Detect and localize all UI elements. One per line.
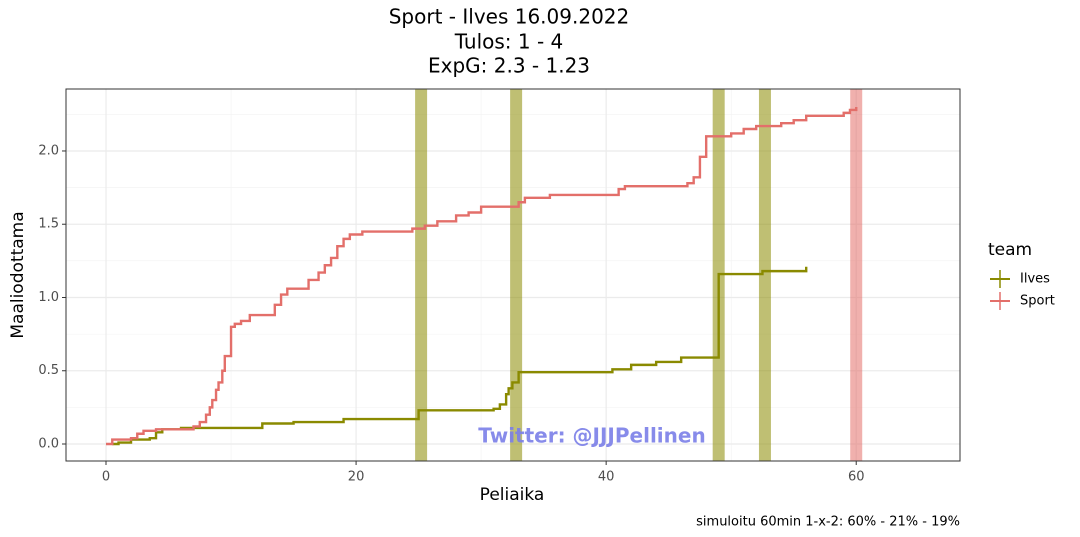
y-tick-label: 1.0 (38, 290, 59, 305)
goal-band (850, 89, 863, 461)
caption: simuloitu 60min 1-x-2: 60% - 21% - 19% (696, 515, 960, 530)
watermark: Twitter: @JJJPellinen (478, 424, 705, 448)
x-tick-label: 60 (848, 470, 865, 485)
y-tick-label: 0.5 (38, 363, 59, 378)
goal-band (510, 89, 523, 461)
panel-border (65, 88, 961, 462)
x-axis-label: Peliaika (480, 485, 545, 505)
y-tick-label: 1.5 (38, 217, 59, 232)
y-tick-label: 2.0 (38, 143, 59, 158)
legend-label: Sport (1020, 294, 1055, 309)
series-line (106, 107, 858, 446)
legend-title: team (988, 240, 1032, 260)
goal-band (758, 89, 771, 461)
y-tick-label: 0.0 (38, 437, 59, 452)
series-line (112, 266, 808, 446)
chart-title: ExpG: 2.3 - 1.23 (428, 54, 590, 78)
chart-title: Sport - Ilves 16.09.2022 (389, 5, 630, 29)
x-tick-label: 20 (348, 470, 365, 485)
x-tick-label: 0 (102, 470, 110, 485)
x-tick-label: 40 (598, 470, 615, 485)
chart-title: Tulos: 1 - 4 (454, 30, 564, 54)
y-axis-label: Maaliodottama (8, 211, 28, 338)
legend-label: Ilves (1020, 272, 1050, 287)
goal-band (415, 89, 428, 461)
